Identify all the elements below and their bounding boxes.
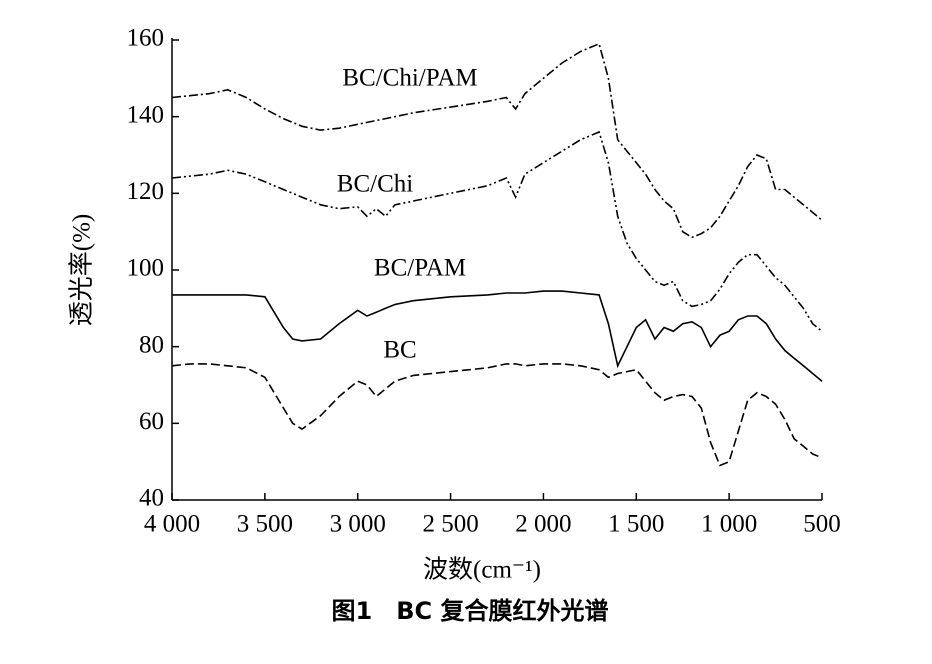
x-axis-title: 波数(cm⁻¹) — [423, 556, 541, 584]
x-tick-label: 3 500 — [237, 511, 293, 538]
y-axis-title: 透光率(%) — [68, 214, 96, 326]
y-tick-label: 140 — [127, 101, 165, 128]
y-tick-label: 160 — [127, 25, 165, 52]
x-tick-label: 1 500 — [608, 511, 664, 538]
figure-caption: 图1 BC 复合膜红外光谱 — [332, 597, 609, 625]
spectrum-line — [171, 42, 823, 239]
y-tick-label: 60 — [139, 408, 164, 435]
series-label: BC/Chi — [337, 171, 413, 198]
y-tick-label: 80 — [139, 331, 164, 358]
x-tick-label: 3 000 — [330, 511, 386, 538]
series-label: BC — [383, 337, 416, 364]
series-label: BC/PAM — [374, 255, 466, 282]
x-tick-label: 1 000 — [701, 511, 757, 538]
spectrum-line — [171, 363, 823, 467]
y-tick-label: 120 — [127, 178, 165, 205]
spectrum-line — [171, 130, 823, 332]
y-tick-label: 100 — [127, 255, 165, 282]
x-tick-label: 4 000 — [144, 511, 200, 538]
y-tick-label: 40 — [139, 485, 164, 512]
x-tick-label: 2 000 — [515, 511, 571, 538]
x-tick-label: 2 500 — [422, 511, 478, 538]
x-tick-label: 500 — [803, 511, 841, 538]
series-label: BC/Chi/PAM — [342, 65, 477, 92]
spectrum-line — [172, 290, 823, 382]
